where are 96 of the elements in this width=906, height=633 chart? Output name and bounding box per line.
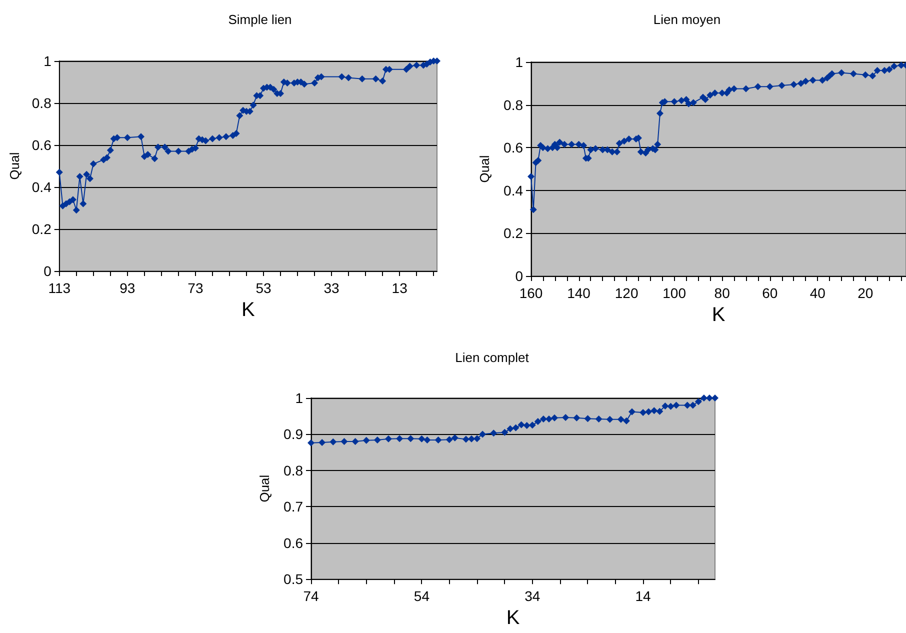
point [712,394,718,402]
point [434,436,442,444]
point [352,438,359,445]
y-tick-label: 0.8 [32,95,52,111]
point [534,418,542,426]
point [318,439,326,446]
y-tick-label: 1 [295,390,304,406]
point [424,436,431,444]
point [689,402,696,409]
point [330,438,337,446]
chart-title: Simple lien [228,12,292,27]
point [645,408,652,416]
point [462,436,470,443]
point [340,438,348,445]
point [512,424,520,432]
point [362,436,370,444]
point [523,422,530,430]
point [384,435,392,442]
point [396,435,404,442]
y-tick-label: 0.5 [284,571,304,588]
y-tick-label: 1 [44,53,52,69]
point [667,402,674,410]
point [640,408,647,416]
point [573,414,580,422]
point [474,435,481,442]
point [606,416,614,423]
chart-title: Lien moyen [653,12,721,27]
y-tick-label: 0.9 [284,426,304,442]
x-tick-label: 20 [858,285,874,301]
y-tick-label: 0.7 [284,498,304,515]
y-tick-label: 0 [515,268,524,284]
point [501,428,508,436]
point [706,394,713,402]
point [672,402,680,409]
y-tick-label: 0.8 [504,96,524,113]
y-tick-label: 0.6 [32,137,52,153]
point [650,407,658,414]
y-tick-label: 0.6 [284,534,304,551]
chart-title: Lien complet [455,350,530,365]
point [518,421,525,428]
x-tick-label: 100 [662,285,686,301]
x-tick-label: 74 [303,588,319,604]
y-tick-label: 0.4 [504,182,524,198]
point [308,439,314,446]
x-tick-label: 93 [120,280,136,296]
point [451,434,458,442]
y-tick-label: 0.4 [32,179,52,195]
y-tick-label: 0.2 [32,221,52,237]
point [584,415,592,422]
point [374,436,381,444]
x-tick-label: 113 [48,280,71,296]
x-tick-label: 54 [414,588,430,604]
x-tick-label: 60 [762,285,778,301]
x-axis-title: K [506,607,520,629]
point [407,435,414,442]
point [490,430,498,437]
y-tick-label: 0.8 [284,462,304,478]
y-axis-title: Qual [7,152,22,180]
point [684,402,691,409]
point [628,408,636,416]
point [446,436,453,444]
y-tick-label: 0.6 [504,140,524,156]
x-tick-label: 53 [256,280,272,296]
point [617,416,624,423]
point [418,435,426,442]
x-tick-label: 120 [614,285,638,301]
x-axis-title: K [712,304,726,326]
x-tick-label: 160 [519,285,543,301]
point [528,422,536,429]
x-tick-label: 14 [635,588,652,604]
point [694,398,702,406]
point [468,435,475,442]
y-tick-label: 0.2 [504,225,524,242]
point [656,408,664,415]
x-tick-label: 33 [324,280,340,296]
y-tick-label: 1 [515,54,524,70]
point [595,416,602,423]
point [551,414,558,422]
point [622,417,630,424]
x-tick-label: 13 [392,280,408,296]
x-axis-title: K [242,298,256,321]
x-tick-label: 140 [567,285,591,301]
point [479,430,486,438]
x-tick-label: 40 [810,285,826,301]
y-axis-title: Qual [257,474,272,502]
x-tick-label: 73 [188,280,204,296]
point [662,402,669,410]
point [545,416,552,423]
point [540,416,547,423]
y-axis-title: Qual [477,155,492,183]
point [506,425,514,432]
point [562,414,570,422]
point [700,394,708,402]
x-tick-label: 80 [714,285,730,301]
y-tick-label: 0 [44,263,52,279]
x-tick-label: 34 [524,588,540,604]
